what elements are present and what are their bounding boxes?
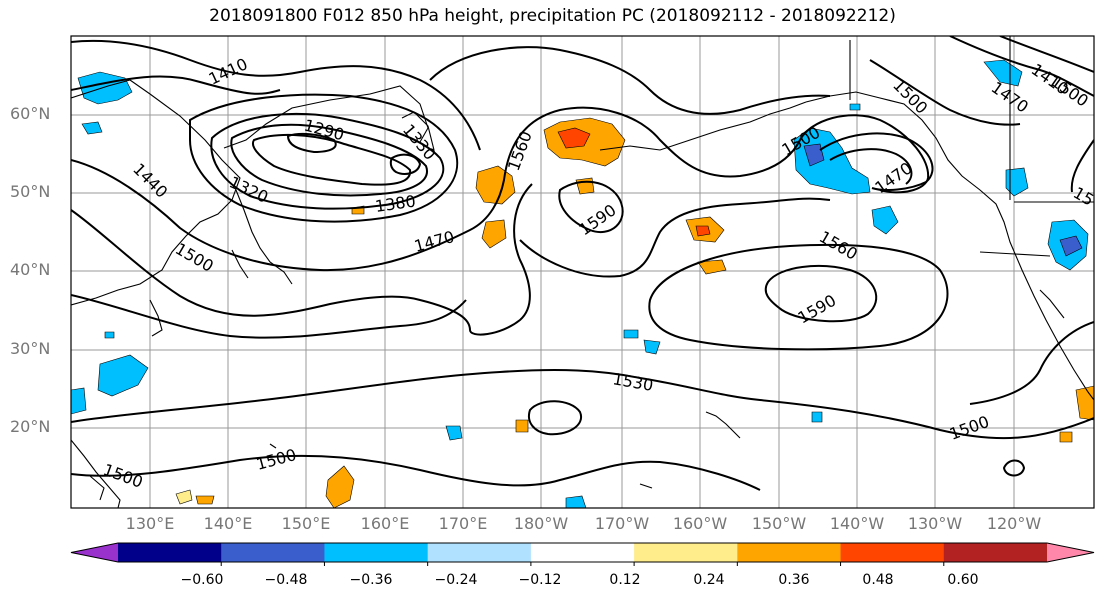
lat-label: 40°N xyxy=(10,260,51,279)
colorbar-swatch xyxy=(324,543,429,562)
colorbar-swatch xyxy=(118,543,222,562)
lon-label: 170°E xyxy=(438,514,488,533)
lon-label: 160°E xyxy=(360,514,410,533)
lon-label: 150°W xyxy=(751,514,807,533)
lon-label: 160°W xyxy=(672,514,728,533)
map-border xyxy=(70,35,1095,509)
lon-label: 140°E xyxy=(203,514,253,533)
colorbar-swatch xyxy=(737,543,842,562)
lon-label: 140°W xyxy=(829,514,885,533)
colorbar-label: 0.48 xyxy=(862,572,894,588)
colorbar-swatch xyxy=(840,543,945,562)
lon-label: 150°E xyxy=(281,514,331,533)
colorbar-swatch xyxy=(530,543,635,562)
lat-label: 50°N xyxy=(10,182,51,201)
colorbar xyxy=(70,542,1095,566)
lat-label: 20°N xyxy=(10,417,51,436)
lon-label: 130°E xyxy=(125,514,175,533)
colorbar-label: 0.24 xyxy=(693,572,725,588)
colorbar-outline xyxy=(70,542,1095,563)
lat-label: 60°N xyxy=(10,104,51,123)
colorbar-label: 0.60 xyxy=(947,572,979,588)
colorbar-label: −0.36 xyxy=(349,572,393,588)
colorbar-label: 0.36 xyxy=(778,572,810,588)
lon-label: 170°W xyxy=(594,514,650,533)
height-contours xyxy=(71,36,1094,491)
colorbar-extension-left xyxy=(71,543,118,562)
colorbar-swatch xyxy=(427,543,532,562)
colorbar-extension-right xyxy=(1047,543,1094,562)
colorbar-swatch xyxy=(221,543,325,562)
colorbar-swatch xyxy=(943,543,1048,562)
lon-label: 130°W xyxy=(907,514,963,533)
colorbar-label: −0.48 xyxy=(264,572,308,588)
lon-label: 120°W xyxy=(986,514,1042,533)
lon-label: 180°W xyxy=(513,514,569,533)
coastlines xyxy=(71,36,1094,508)
colorbar-label: −0.24 xyxy=(434,572,478,588)
lat-label: 30°N xyxy=(10,339,51,358)
colorbar-label: −0.60 xyxy=(180,572,224,588)
colorbar-swatch xyxy=(634,543,738,562)
colorbar-label: 0.12 xyxy=(609,572,641,588)
colorbar-label: −0.12 xyxy=(518,572,562,588)
map-title: 2018091800 F012 850 hPa height, precipit… xyxy=(209,6,896,26)
